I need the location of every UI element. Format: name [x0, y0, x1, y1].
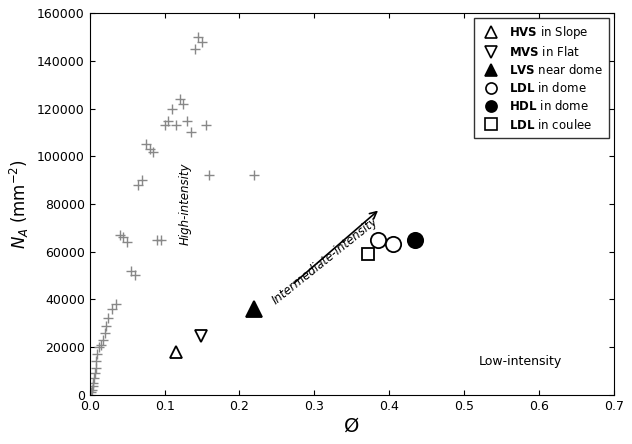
Legend: $\mathbf{HVS}$ in Slope, $\mathbf{MVS}$ in Flat, $\mathbf{LVS}$ near dome, $\mat: $\mathbf{HVS}$ in Slope, $\mathbf{MVS}$ … — [474, 18, 609, 138]
Text: Intermediate-intensity: Intermediate-intensity — [270, 215, 381, 307]
X-axis label: Ø: Ø — [344, 416, 360, 436]
Text: Low-intensity: Low-intensity — [478, 355, 562, 368]
Text: High-intensity: High-intensity — [178, 163, 191, 245]
Y-axis label: $N_A$ (mm$^{-2}$): $N_A$ (mm$^{-2}$) — [8, 159, 32, 249]
